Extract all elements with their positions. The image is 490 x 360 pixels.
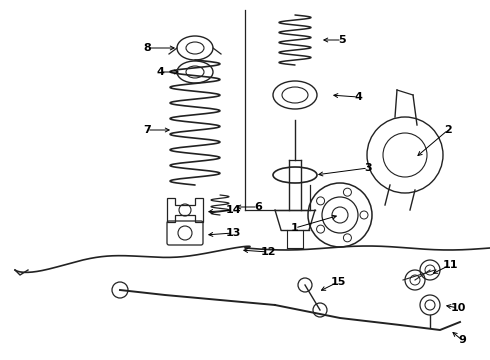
Text: 2: 2 xyxy=(444,125,452,135)
Text: 4: 4 xyxy=(156,67,164,77)
Text: 3: 3 xyxy=(364,163,372,173)
Text: 11: 11 xyxy=(442,260,458,270)
Text: 12: 12 xyxy=(260,247,276,257)
Text: 10: 10 xyxy=(450,303,465,313)
Text: 9: 9 xyxy=(458,335,466,345)
Text: 15: 15 xyxy=(330,277,345,287)
Text: 14: 14 xyxy=(225,205,241,215)
Text: 13: 13 xyxy=(225,228,241,238)
Text: 7: 7 xyxy=(143,125,151,135)
Text: 1: 1 xyxy=(291,223,299,233)
Text: 4: 4 xyxy=(354,92,362,102)
Text: 8: 8 xyxy=(143,43,151,53)
Text: 6: 6 xyxy=(254,202,262,212)
Text: 5: 5 xyxy=(338,35,346,45)
